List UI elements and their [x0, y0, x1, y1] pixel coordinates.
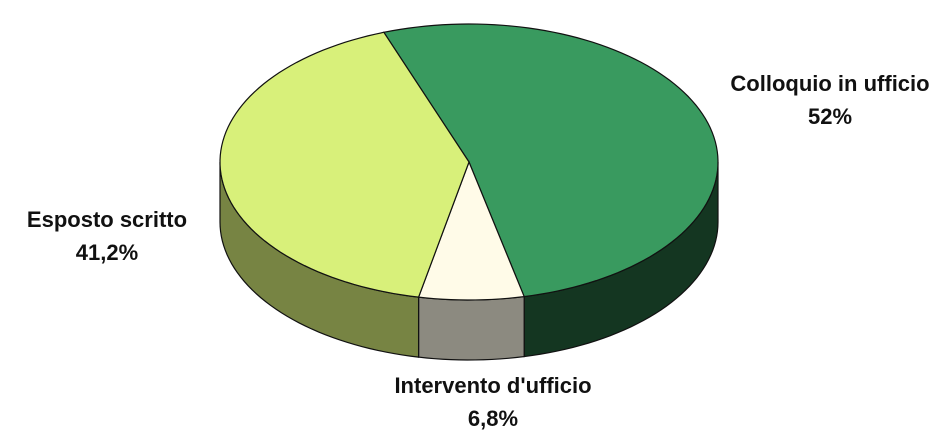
slice [417, 160, 526, 301]
slice-label: Intervento d'ufficio [394, 373, 591, 398]
slice [382, 23, 719, 298]
pie [219, 23, 719, 361]
slice [219, 31, 470, 298]
slice-value-label: 52% [808, 104, 852, 129]
slice-value-label: 6,8% [468, 406, 518, 431]
slice-value-label: 41,2% [76, 240, 138, 265]
slice-label: Colloquio in ufficio [730, 71, 929, 96]
slice-side [417, 295, 525, 361]
slice-label: Esposto scritto [27, 207, 187, 232]
